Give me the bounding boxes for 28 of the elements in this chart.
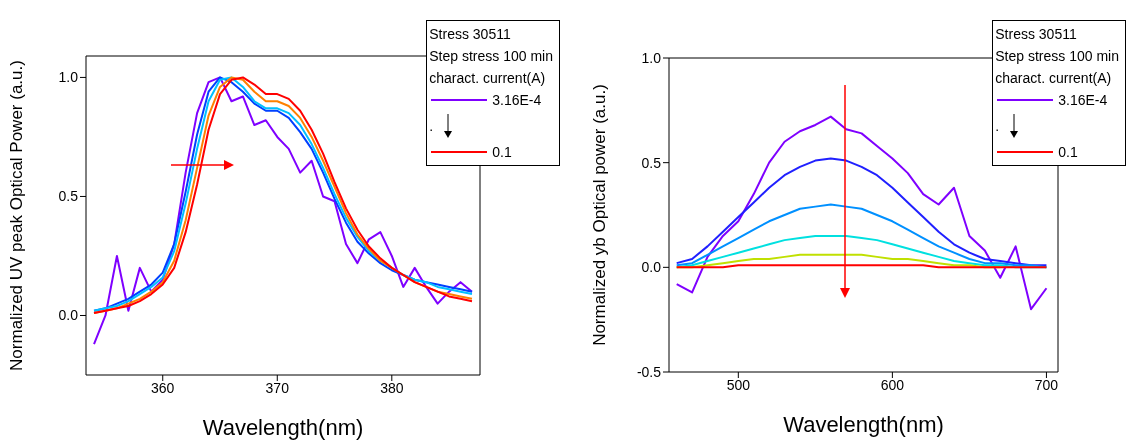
x-axis-title: Wavelength(nm) [202,415,364,440]
y-tick-label: 0.0 [641,259,662,276]
line-series [675,115,1048,311]
x-tick-label: 360 [151,379,175,396]
legend-title: Stress 30511 Step stress 100 min charact. current(A) [429,25,553,88]
legend-label: 3.16E-4 [492,91,542,110]
x-axis-title: Wavelength(nm) [783,412,944,437]
line-series [675,203,1048,269]
legend-title: Stress 30511 Step stress 100 min charact. current(A) [995,25,1119,88]
y-axis-title: Normalized yb Optical power (a.u.) [590,84,610,346]
x-tick-label: 370 [265,379,290,396]
y-tick-label: 0.5 [58,188,79,205]
legend-label: 0.1 [1058,143,1078,162]
line-series [675,157,1048,267]
x-tick-label: 380 [380,379,404,396]
y-tick-label: 1.0 [641,49,662,66]
y-axis-title: Normalized UV peak Optical Power (a.u.) [7,60,27,371]
annotation: . [429,117,435,136]
y-tick-label: 1.0 [58,69,79,86]
x-tick-label: 700 [1034,376,1059,393]
x-tick-label: 600 [880,376,905,393]
y-tick-label: -0.5 [636,363,662,380]
y-tick-label: 0.0 [58,307,79,324]
legend-label: 3.16E-4 [1058,91,1108,110]
annotation: . [995,117,1001,136]
y-tick-label: 0.5 [641,154,662,171]
legend-label: 0.1 [492,143,512,162]
x-tick-label: 500 [726,376,751,393]
